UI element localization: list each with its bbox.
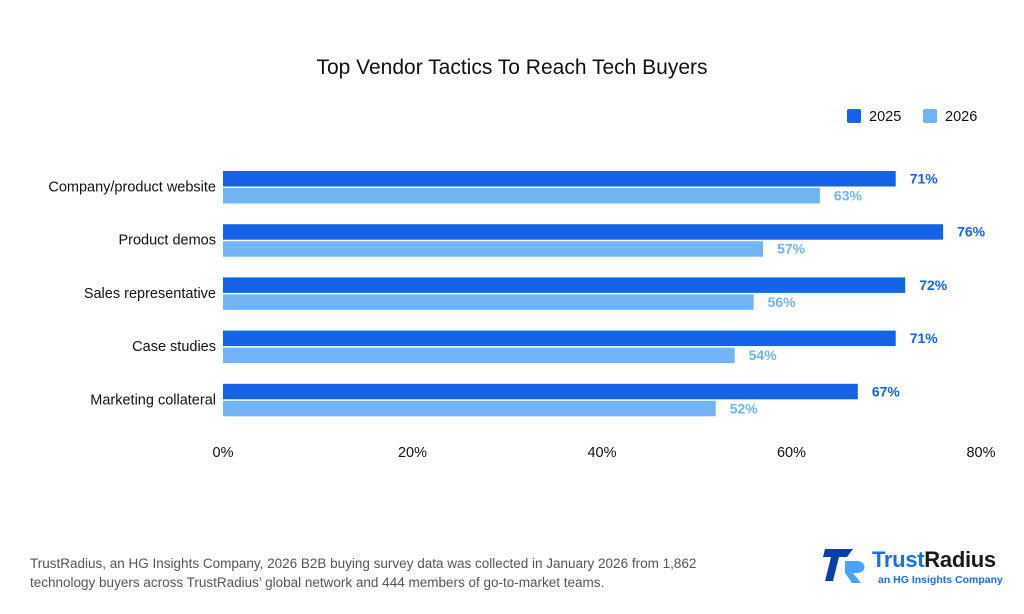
x-tick-label: 60% (777, 445, 806, 461)
bar-2026 (223, 188, 820, 204)
data-label: 63% (834, 188, 863, 204)
y-tick-label: Case studies (132, 339, 216, 355)
bar-2026 (223, 347, 735, 364)
y-axis: Company/product website Product demos Sale… (48, 180, 216, 409)
bar-2026 (223, 400, 716, 417)
x-tick-label: 20% (398, 445, 427, 461)
x-tick-label: 40% (587, 445, 616, 461)
x-tick-label: 0% (213, 445, 234, 461)
bar-2026 (223, 241, 764, 257)
legend-swatch-2025 (847, 109, 861, 123)
y-tick-label: Company/product website (48, 180, 216, 196)
x-tick-label: 80% (966, 445, 995, 461)
data-label: 76% (957, 224, 986, 240)
data-label: 67% (872, 383, 901, 399)
y-tick-label: Product demos (118, 233, 216, 249)
data-label: 57% (777, 241, 806, 257)
bar-2026 (223, 294, 754, 310)
y-tick-label: Sales representative (84, 286, 216, 302)
bar-chart: Top Vendor Tactics To Reach Tech Buyers … (48, 56, 996, 461)
logo-tagline: an HG Insights Company (878, 574, 1003, 586)
bar-2025 (223, 277, 906, 293)
y-tick-label: Marketing collateral (90, 392, 216, 408)
data-label: 71% (910, 330, 939, 346)
x-axis: 0% 20% 40% 60% 80% (213, 445, 996, 461)
bar-2025 (223, 224, 944, 240)
data-label: 54% (749, 347, 778, 363)
logo-wordmark: TrustRadius (872, 547, 996, 572)
data-label: 56% (768, 294, 797, 310)
legend-label: 2025 (869, 109, 901, 125)
legend: 2025 2026 (847, 109, 977, 125)
bar-2025 (223, 383, 858, 400)
trustradius-logo: TrustRadius an HG Insights Company (823, 543, 1003, 591)
bar-2025 (223, 171, 896, 187)
footer-note: TrustRadius, an HG Insights Company, 202… (30, 556, 697, 590)
data-label: 71% (910, 171, 939, 187)
trustradius-tr-logo-icon (823, 549, 865, 583)
legend-swatch-2026 (923, 109, 937, 123)
data-label: 72% (919, 277, 948, 293)
bar-2025 (223, 330, 896, 347)
legend-label: 2026 (945, 109, 977, 125)
bars-layer: 71% 63% 76% 57% 72% 56% 71% 54% 67% 52% (223, 171, 986, 417)
data-label: 52% (730, 400, 759, 416)
chart-title: Top Vendor Tactics To Reach Tech Buyers (316, 56, 707, 79)
